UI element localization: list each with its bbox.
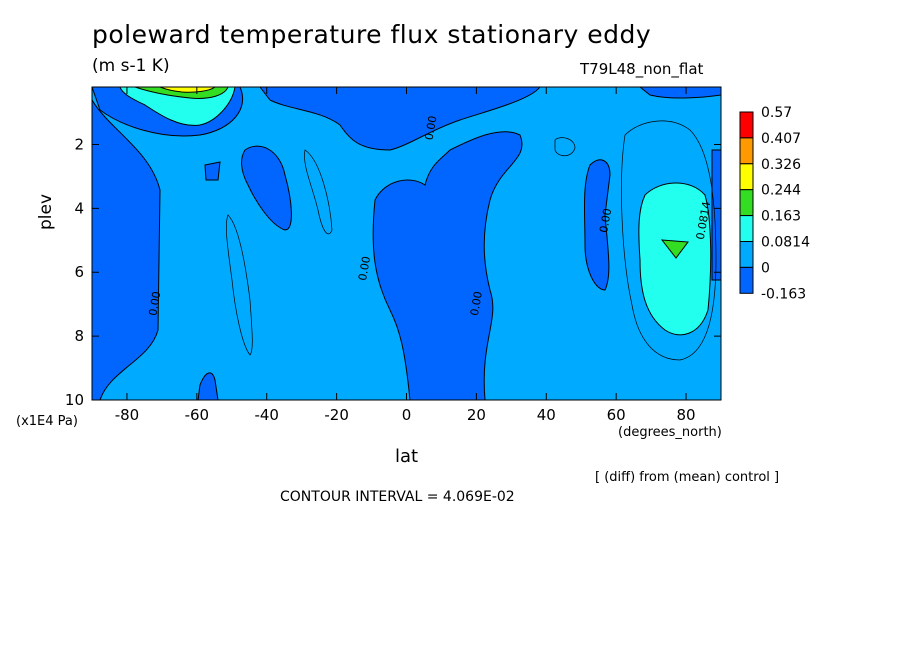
peak-region-south-pole-max xyxy=(159,87,216,93)
negative-region-south-bottom xyxy=(197,372,219,400)
y-tick-label: 10 xyxy=(65,391,84,409)
colorbar-label: 0 xyxy=(761,260,770,276)
thin-contour-north-outer xyxy=(621,120,717,361)
x-tick-label: 40 xyxy=(537,406,556,424)
thin-contour-top-right xyxy=(554,137,576,157)
run-name: T79L48_non_flat xyxy=(580,60,704,78)
contour-label: 0.00 xyxy=(146,290,163,316)
colorbar-label: 0.244 xyxy=(761,183,801,199)
x-tick-label: -20 xyxy=(324,406,349,424)
y-tick-label: 6 xyxy=(74,263,84,281)
chart-units: (m s-1 K) xyxy=(92,56,170,76)
contour-label: 0.00 xyxy=(597,207,614,233)
colorbar-swatch xyxy=(739,266,754,294)
x-tick-label: -40 xyxy=(254,406,279,424)
colorbar: 0.57 0.407 0.326 0.244 0.163 0.0814 0 -0.163 xyxy=(739,105,810,302)
colorbar-swatch xyxy=(739,111,754,139)
diff-note: [ (diff) from (mean) control ] xyxy=(595,470,780,485)
colorbar-swatch xyxy=(739,163,754,191)
colorbar-swatch xyxy=(739,215,754,243)
colorbar-label: -0.163 xyxy=(761,286,806,302)
colorbar-label: 0.163 xyxy=(761,209,801,225)
colorbar-swatch xyxy=(739,241,754,268)
colorbar-label: 0.407 xyxy=(761,131,801,147)
contour-label: 0.00 xyxy=(422,115,439,141)
negative-region-equator xyxy=(372,131,523,400)
contour-fields xyxy=(92,87,721,400)
contour-label: 0.00 xyxy=(356,255,373,281)
x-tick-label: 20 xyxy=(467,406,486,424)
negative-region-60n xyxy=(583,159,611,291)
y-tick-label: 8 xyxy=(74,327,84,345)
chart-title: poleward temperature flux stationary edd… xyxy=(92,20,652,49)
x-tick-label: -80 xyxy=(115,406,140,424)
y-axis-units: (x1E4 Pa) xyxy=(16,414,78,429)
negative-region-north-edge xyxy=(711,149,721,281)
contour-interval: CONTOUR INTERVAL = 4.069E-02 xyxy=(280,489,515,505)
colorbar-label: 0.57 xyxy=(761,105,792,121)
axis-ticks: -80 -60 -40 -20 0 20 40 60 80 2 4 6 8 10 xyxy=(65,87,721,424)
x-tick-label: 60 xyxy=(607,406,626,424)
contour-label: 0.00 xyxy=(468,290,485,316)
thin-contour-minus25 xyxy=(304,149,333,235)
y-tick-label: 4 xyxy=(74,199,84,217)
colorbar-label: 0.0814 xyxy=(761,235,810,251)
negative-region-top-mid xyxy=(259,87,541,151)
x-axis-label: lat xyxy=(395,446,419,467)
negative-region-southern-band xyxy=(92,99,161,400)
x-tick-label: -60 xyxy=(185,406,210,424)
x-tick-label: 80 xyxy=(677,406,696,424)
colorbar-label: 0.326 xyxy=(761,157,801,173)
thin-contour-minus50 xyxy=(226,214,253,356)
negative-region-minus45 xyxy=(241,145,292,231)
y-tick-label: 2 xyxy=(74,135,84,153)
x-tick-label: 0 xyxy=(402,406,412,424)
negative-region-minus60 xyxy=(204,161,221,181)
colorbar-swatch xyxy=(739,189,754,217)
x-axis-units: (degrees_north) xyxy=(618,425,722,440)
colorbar-swatch xyxy=(739,137,754,165)
positive-region-80n xyxy=(638,182,712,336)
peak-region-80n xyxy=(660,239,689,259)
